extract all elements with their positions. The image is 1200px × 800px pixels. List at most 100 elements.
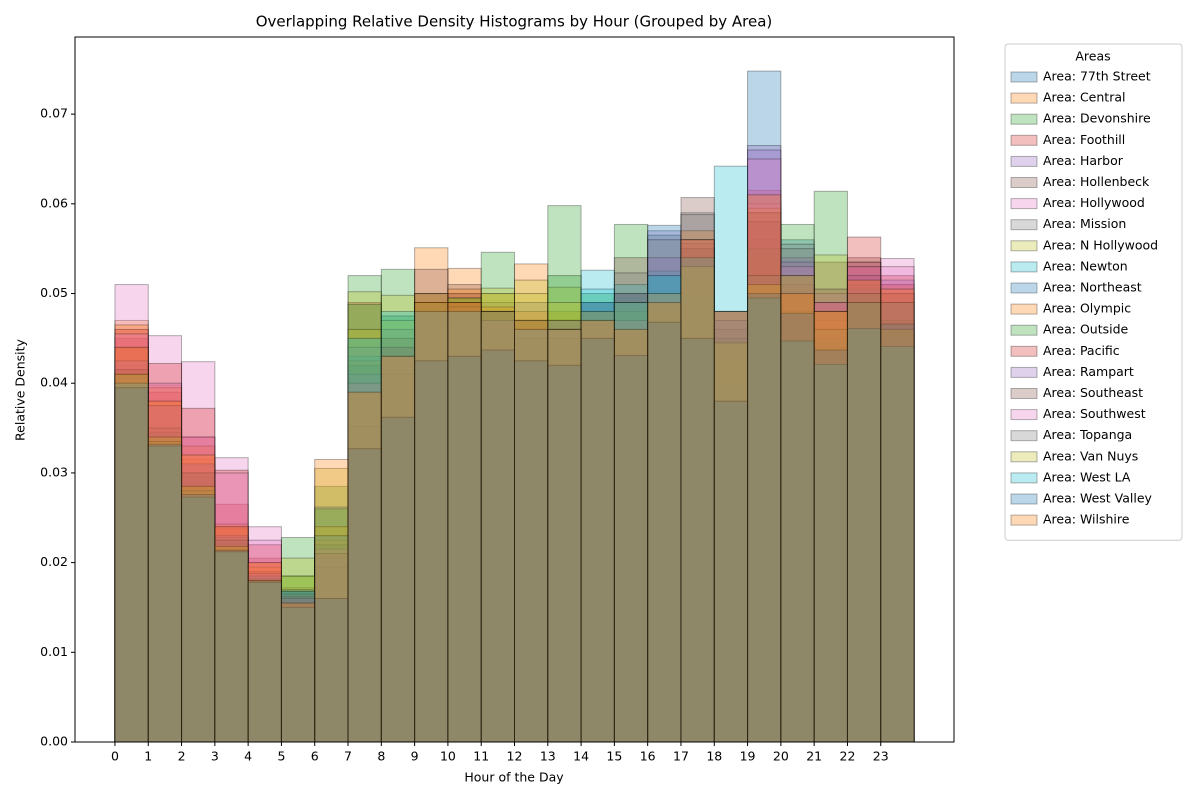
histogram-bar bbox=[347, 391, 382, 743]
histogram-bar bbox=[314, 553, 349, 743]
y-tick-label: 0.02 bbox=[40, 554, 68, 569]
histogram-bar bbox=[214, 539, 249, 743]
histogram-bar bbox=[846, 261, 882, 743]
histogram-bar bbox=[880, 323, 915, 743]
histogram-bar bbox=[480, 319, 516, 743]
histogram-bar bbox=[380, 346, 416, 743]
histogram-bar bbox=[280, 596, 316, 743]
histogram-bar bbox=[447, 301, 482, 743]
x-tick-label: 16 bbox=[640, 749, 656, 764]
histogram-bar bbox=[114, 346, 149, 743]
histogram-bar bbox=[547, 328, 582, 743]
histogram-bar bbox=[613, 301, 649, 743]
histogram-bar bbox=[447, 310, 482, 743]
histogram-bar bbox=[780, 239, 815, 743]
histogram-bar bbox=[447, 293, 482, 743]
histogram-bar bbox=[314, 535, 349, 743]
histogram-bar bbox=[214, 523, 249, 743]
legend-swatch bbox=[1010, 324, 1038, 336]
legend-frame bbox=[1004, 43, 1183, 541]
histogram-bar bbox=[647, 301, 682, 743]
histogram-bar bbox=[380, 355, 416, 743]
histogram-bar bbox=[613, 293, 649, 743]
histogram-bar bbox=[380, 346, 416, 743]
histogram-bar bbox=[547, 286, 582, 743]
histogram-bar bbox=[846, 279, 882, 743]
histogram-bar bbox=[480, 349, 516, 743]
histogram-bar bbox=[713, 319, 749, 743]
histogram-bar bbox=[247, 557, 282, 743]
histogram-bar bbox=[813, 310, 848, 743]
histogram-bar bbox=[380, 294, 416, 743]
histogram-bar bbox=[613, 354, 649, 743]
histogram-bar bbox=[181, 476, 216, 743]
histogram-bar bbox=[147, 441, 183, 743]
histogram-bar bbox=[680, 310, 715, 743]
histogram-bar bbox=[680, 197, 715, 743]
legend-swatch bbox=[1010, 113, 1038, 125]
histogram-bar bbox=[447, 297, 482, 743]
x-tick-label: 5 bbox=[277, 749, 285, 764]
histogram-bar bbox=[780, 248, 815, 743]
legend-swatch bbox=[1010, 155, 1038, 167]
histogram-bar bbox=[747, 293, 782, 743]
legend-label: Area: Olympic bbox=[1043, 301, 1131, 316]
histogram-bar bbox=[214, 472, 249, 743]
histogram-bar bbox=[780, 266, 815, 743]
histogram-bar bbox=[380, 337, 416, 743]
histogram-bar bbox=[447, 310, 482, 743]
histogram-bar bbox=[713, 310, 749, 743]
histogram-bar bbox=[280, 602, 316, 743]
y-tick-label: 0.07 bbox=[40, 106, 68, 121]
histogram-bar bbox=[880, 275, 915, 743]
histogram-bar bbox=[414, 310, 449, 743]
legend-swatch bbox=[1010, 409, 1038, 421]
histogram-bar bbox=[747, 284, 782, 743]
x-tick-label: 6 bbox=[311, 749, 319, 764]
histogram-bar bbox=[314, 544, 349, 743]
histogram-bar bbox=[813, 337, 848, 743]
legend-label: Area: 77th Street bbox=[1043, 69, 1151, 84]
histogram-bar bbox=[713, 319, 749, 743]
histogram-bar bbox=[514, 319, 549, 743]
legend-swatch bbox=[1010, 303, 1038, 315]
histogram-bar bbox=[813, 319, 848, 743]
histogram-bar bbox=[713, 310, 749, 743]
histogram-bar bbox=[480, 310, 516, 743]
histogram-bar bbox=[613, 293, 649, 743]
histogram-bar bbox=[647, 293, 682, 743]
histogram-bar bbox=[247, 578, 282, 743]
histogram-bar bbox=[314, 535, 349, 743]
histogram-bar bbox=[747, 275, 782, 743]
legend-label: Area: N Hollywood bbox=[1043, 237, 1158, 252]
histogram-bar bbox=[547, 364, 582, 743]
legend-swatch bbox=[1010, 134, 1038, 146]
histogram-bar bbox=[780, 293, 815, 743]
histogram-bar bbox=[780, 261, 815, 743]
histogram-bar bbox=[247, 566, 282, 743]
histogram-bar bbox=[580, 301, 615, 743]
legend-label: Area: Mission bbox=[1043, 216, 1126, 231]
legend-label: Area: Harbor bbox=[1043, 153, 1124, 168]
histogram-bar bbox=[680, 275, 715, 743]
histogram-bar bbox=[380, 373, 416, 743]
histogram-bar bbox=[813, 310, 848, 743]
histogram-bar bbox=[280, 602, 316, 743]
histogram-bar bbox=[713, 342, 749, 743]
histogram-bar bbox=[480, 310, 516, 743]
histogram-bar bbox=[813, 301, 848, 743]
x-tick-label: 20 bbox=[773, 749, 789, 764]
histogram-bar bbox=[747, 145, 782, 743]
histogram-bar bbox=[747, 212, 782, 743]
x-tick-label: 12 bbox=[507, 749, 523, 764]
histogram-bar bbox=[680, 239, 715, 743]
histogram-bar bbox=[247, 581, 282, 743]
histogram-bar bbox=[414, 301, 449, 743]
histogram-bar bbox=[147, 441, 183, 743]
histogram-bar bbox=[314, 485, 349, 743]
histogram-bar bbox=[214, 536, 249, 743]
histogram-bar bbox=[114, 284, 149, 743]
histogram-bar bbox=[380, 373, 416, 743]
histogram-bar bbox=[414, 360, 449, 743]
histogram-bar bbox=[580, 310, 615, 743]
